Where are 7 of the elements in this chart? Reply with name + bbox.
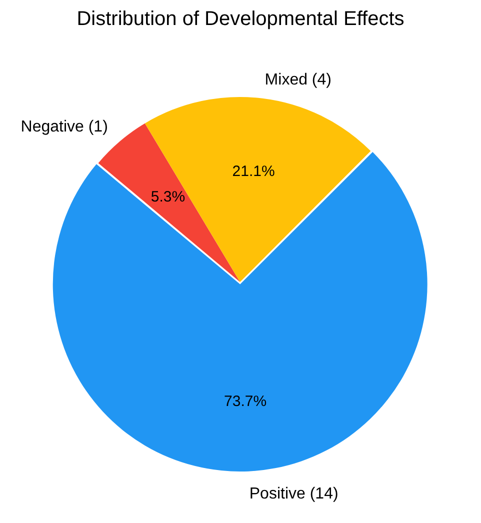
slice-label: Positive (14) xyxy=(249,486,338,503)
data-label: 21.1% xyxy=(232,162,275,180)
slice-label: Mixed (4) xyxy=(264,71,332,88)
slice-label: Negative (1) xyxy=(20,118,108,136)
data-label: 5.3% xyxy=(150,188,186,206)
chart-title: Distribution of Developmental Effects xyxy=(76,8,404,30)
data-label: 73.7% xyxy=(224,393,267,410)
